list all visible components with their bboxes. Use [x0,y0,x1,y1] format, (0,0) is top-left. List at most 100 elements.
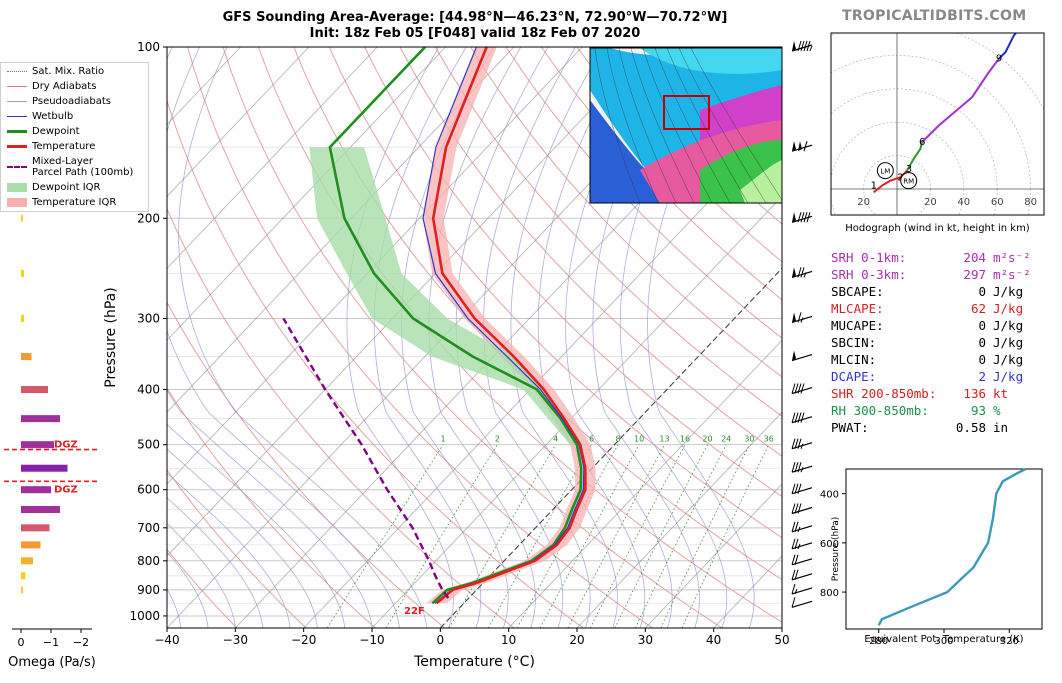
thetae-y-tick-label: 400 [820,490,839,501]
wind-barb [791,483,813,495]
map-contour [666,48,749,203]
mixing-ratio-label: 8 [616,435,621,444]
legend-swatch [7,130,27,133]
omega-tick-label: −1 [43,636,59,649]
index-unit: m²s⁻² [993,267,1031,282]
barb-flag [800,412,805,423]
barb-flag [794,554,799,565]
isotherm [167,47,446,341]
isotherm [371,195,782,628]
wind-barb [791,438,813,450]
legend-entry: Pseudoadiabats [7,96,111,107]
barb-half [794,588,798,595]
barb-flag [797,212,802,223]
hodograph-plot: 1 23 6 9 LM RM 20 40 60 80 20 Hodograph (wind in kt… [830,32,1045,234]
isotherm [508,339,782,628]
index-row: MLCIN: 0 J/kg [831,352,1041,369]
skewt-inner: 1 2 4 6 8 10 13 16 20 24 30 36 [167,47,782,628]
barb-flag [803,40,808,52]
x-tick-label: −10 [359,633,384,647]
pseudoadiabat [178,47,428,628]
index-label: PWAT: [831,420,869,435]
index-row: SBCAPE: 0 J/kg [831,284,1041,301]
barb-flag [791,521,796,532]
barb-flag [797,503,802,514]
mixing-ratio-line [326,444,444,628]
omega-bar [21,557,33,565]
barb-flag [791,538,796,550]
index-label: RH 300-850mb: [831,403,929,418]
mixing-ratio-label: 24 [721,435,731,444]
dry-adiabat [541,47,782,301]
index-unit: J/kg [993,335,1024,350]
mixing-ratio-line [660,444,750,628]
thetae-frame [845,468,1043,630]
index-label: SRH 0-3km: [831,267,907,282]
barb-half [800,317,804,323]
legend-label: Temperature IQR [32,197,117,208]
index-label: SRH 0-1km: [831,250,907,265]
barb-flag [800,267,805,278]
barb-flag [800,212,805,223]
index-row: SHR 200-850mb: 136 kt [831,386,1041,403]
barb-flag [797,483,802,494]
surface-temp-label: 22F [404,606,425,617]
barb-flag [791,412,796,423]
index-row: SBCIN: 0 J/kg [831,335,1041,352]
index-row: DCAPE: 2 J/kg [831,369,1041,386]
x-tick-label: −20 [291,633,316,647]
map-contour [630,48,695,203]
wind-barb [791,583,813,595]
legend-swatch [7,116,27,117]
index-row: RH 300-850mb: 93% [831,403,1041,420]
y-tick-label: 200 [137,211,160,225]
barb-flag [794,538,799,550]
index-row: SRH 0-1km: 204 m²s⁻² [831,250,1041,267]
omega-tick-label: 0 [18,636,25,649]
y-tick-label: 100 [137,40,160,54]
barb-flag [800,383,805,394]
mixing-ratio-label: 20 [702,435,712,444]
barb-pennant [792,350,796,361]
map-frame [589,47,783,204]
hodo-segment [906,141,923,172]
barb-staff [791,600,813,608]
barb-flag [803,212,808,223]
wind-barb [791,267,813,278]
wind-barb [791,462,813,473]
legend-swatch [7,145,27,148]
barb-flag [797,412,802,423]
x-tick-label: 40 [706,633,721,647]
map-contour [606,48,659,203]
map-inset [589,47,783,204]
omega-bar [21,506,60,514]
wind-barb [791,554,813,566]
legend-label: Mixed-Layer [32,156,94,167]
hodo-height-label: 2 [897,172,903,183]
mixing-ratio-line [634,444,727,628]
hodo-xlabel: Hodograph (wind in kt, height in km) [845,223,1030,234]
omega-bar [21,353,32,361]
barb-flag [794,569,799,580]
wind-barb [791,569,813,581]
map-snow-heavy [590,100,680,203]
map-contour [678,48,767,203]
wind-barb [791,597,813,608]
barb-pennant [792,267,796,278]
map-content [590,48,782,203]
legend-swatch [7,86,27,87]
barb-half [800,467,804,473]
mixing-ratio-label: 36 [764,435,774,444]
mixing-ratio-label: 13 [659,435,669,444]
index-unit: % [993,403,1001,418]
isotherm [167,47,583,485]
barb-half [809,45,813,52]
index-row: MUCAPE: 0 J/kg [831,318,1041,335]
legend-label: Sat. Mix. Ratio [32,66,105,77]
legend-label-wrap: Mixed-Layer Parcel Path (100mb) [32,156,133,178]
hodo-inner: 1 23 6 9 LM RM [831,33,1044,215]
hodo-ring-label: 20 [924,197,937,208]
index-value: 204 m²s⁻² [963,250,1041,265]
barb-flag [791,583,796,595]
